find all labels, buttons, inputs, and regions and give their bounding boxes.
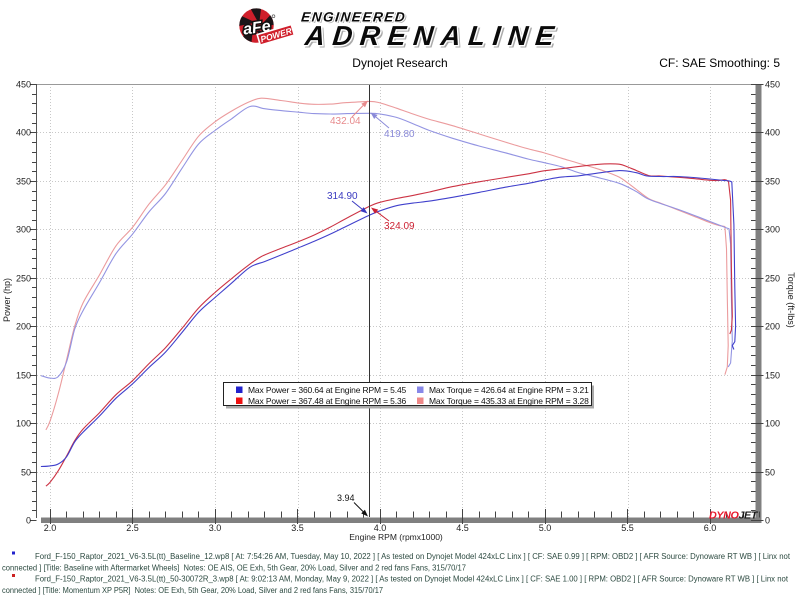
svg-text:Max Torque = 435.33 at Engine: Max Torque = 435.33 at Engine RPM = 3.28	[429, 396, 589, 406]
svg-text:ADRENALINE: ADRENALINE	[303, 20, 563, 51]
svg-text:300: 300	[16, 225, 31, 235]
svg-text:Ford_F-150_Raptor_2021_V6-3.5L: Ford_F-150_Raptor_2021_V6-3.5L(tt)_50-30…	[35, 575, 789, 584]
svg-text:150: 150	[765, 371, 780, 381]
svg-text:300: 300	[765, 225, 780, 235]
svg-text:324.09: 324.09	[384, 221, 415, 232]
svg-text:ADRENALINE: ADRENALINE	[305, 22, 565, 53]
svg-text:5.5: 5.5	[621, 523, 634, 533]
svg-text:0: 0	[26, 516, 31, 526]
svg-text:5.0: 5.0	[539, 523, 552, 533]
svg-text:Ford_F-150_Raptor_2021_V6-3.5L: Ford_F-150_Raptor_2021_V6-3.5L(tt)_Basel…	[35, 552, 791, 561]
svg-text:DYNOJET: DYNOJET	[709, 510, 759, 522]
svg-text:CF: SAE Smoothing: 5: CF: SAE Smoothing: 5	[659, 56, 780, 70]
svg-text:3.5: 3.5	[291, 523, 304, 533]
svg-text:450: 450	[765, 80, 780, 90]
svg-text:314.90: 314.90	[327, 191, 358, 202]
svg-text:350: 350	[16, 177, 31, 187]
svg-text:Power (hp): Power (hp)	[2, 278, 12, 322]
svg-text:150: 150	[16, 371, 31, 381]
svg-text:432.04: 432.04	[330, 116, 361, 127]
svg-text:350: 350	[765, 177, 780, 187]
svg-text:Max Power = 367.48 at Engine R: Max Power = 367.48 at Engine RPM = 5.36	[248, 396, 407, 406]
svg-text:450: 450	[16, 80, 31, 90]
svg-text:4.0: 4.0	[374, 523, 387, 533]
svg-text:3.0: 3.0	[209, 523, 222, 533]
svg-text:2.5: 2.5	[126, 523, 139, 533]
svg-text:Engine RPM (rpmx1000): Engine RPM (rpmx1000)	[349, 532, 443, 542]
svg-text:ENGINEERED: ENGINEERED	[302, 11, 409, 26]
svg-text:connected ] [Title: Momentum X: connected ] [Title: Momentum XP P5R] Not…	[2, 586, 384, 595]
svg-text:2.0: 2.0	[44, 523, 57, 533]
svg-text:250: 250	[16, 274, 31, 284]
svg-text:100: 100	[16, 419, 31, 429]
svg-text:6.0: 6.0	[704, 523, 717, 533]
svg-text:419.80: 419.80	[384, 129, 415, 140]
svg-text:0: 0	[765, 516, 770, 526]
svg-text:400: 400	[16, 128, 31, 138]
svg-text:Torque (ft-lbs): Torque (ft-lbs)	[786, 272, 796, 328]
svg-text:Dynojet Research: Dynojet Research	[352, 56, 447, 70]
svg-text:3.94: 3.94	[337, 493, 355, 503]
svg-text:250: 250	[765, 274, 780, 284]
svg-text:connected ] [Title: Baseline w: connected ] [Title: Baseline with Afterm…	[2, 564, 467, 573]
svg-text:400: 400	[765, 128, 780, 138]
svg-text:Max Power = 360.64 at Engine R: Max Power = 360.64 at Engine RPM = 5.45	[248, 385, 407, 395]
svg-text:100: 100	[765, 419, 780, 429]
svg-text:200: 200	[765, 322, 780, 332]
svg-text:50: 50	[21, 468, 31, 478]
svg-text:Max Torque = 426.64 at Engine: Max Torque = 426.64 at Engine RPM = 3.21	[429, 385, 589, 395]
svg-text:4.5: 4.5	[456, 523, 469, 533]
svg-text:50: 50	[765, 468, 775, 478]
svg-text:ENGINEERED: ENGINEERED	[300, 10, 407, 25]
svg-text:200: 200	[16, 322, 31, 332]
